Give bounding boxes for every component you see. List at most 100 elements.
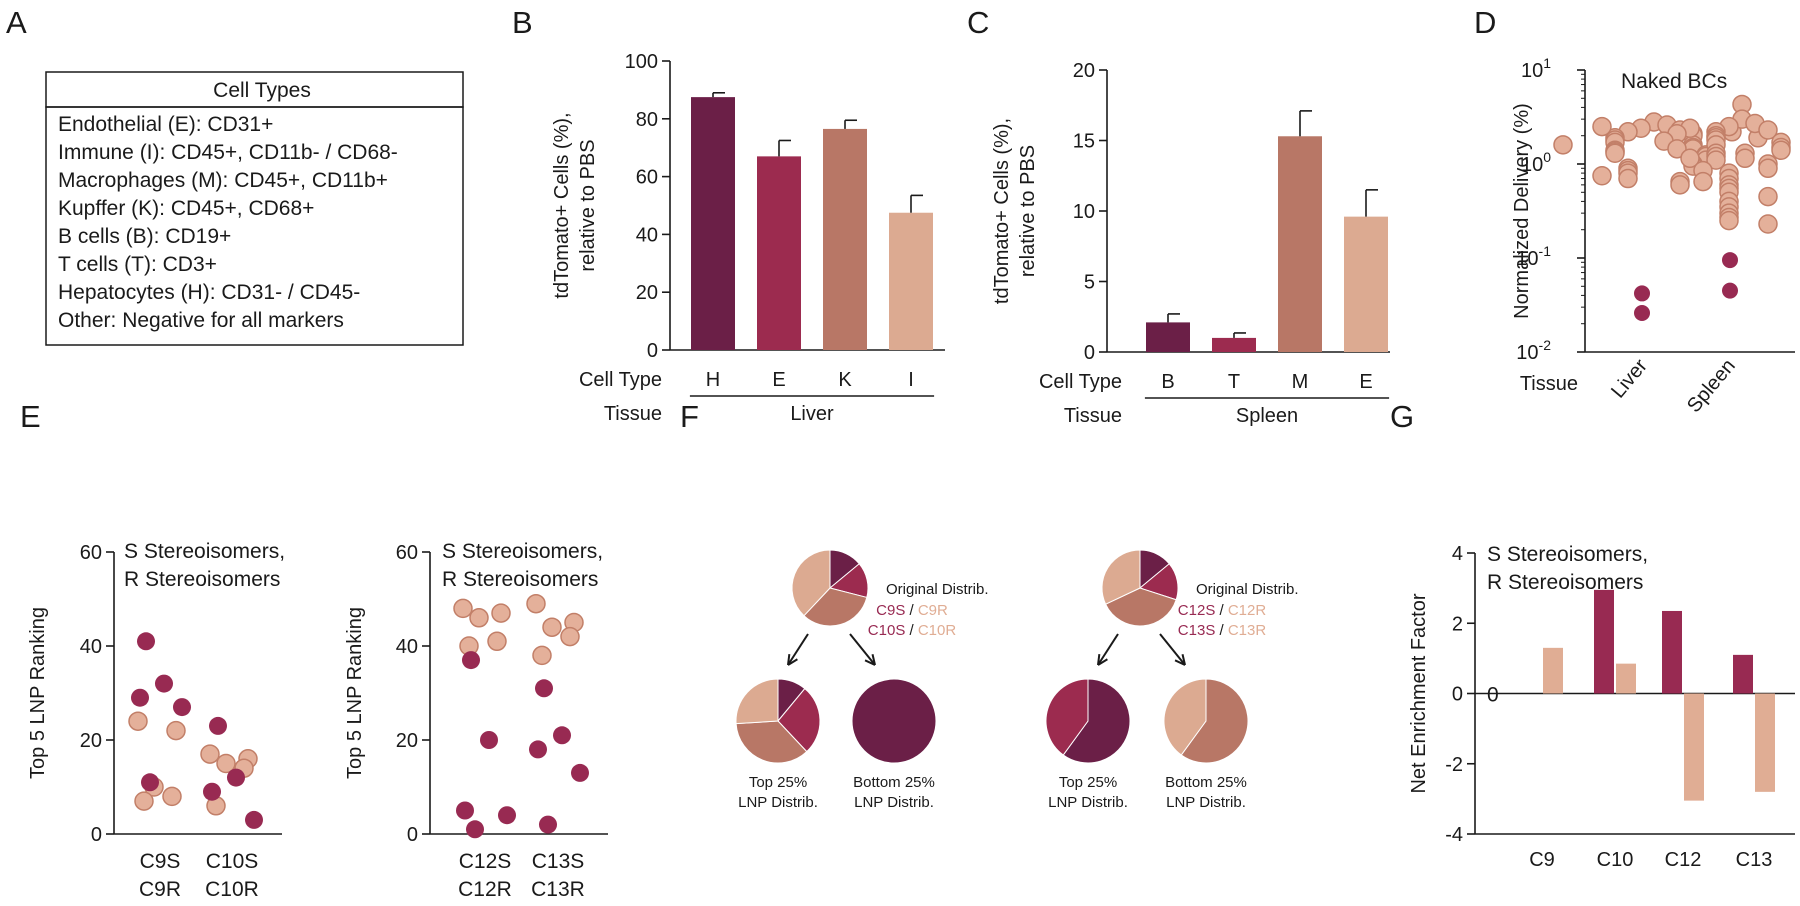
y-axis-label: relative to PBS	[577, 139, 599, 271]
bar-r-C13	[1755, 693, 1775, 792]
pie-label: LNP Distrib.	[854, 794, 934, 811]
point-r	[487, 631, 507, 652]
panel-label-c: C	[967, 5, 989, 40]
x-tick-label: C12	[1665, 849, 1702, 871]
pie-label: Original Distrib.	[1196, 581, 1299, 598]
y-tick-label: 0	[1452, 684, 1463, 706]
bar-M	[1278, 136, 1322, 352]
arrow-head	[1174, 654, 1186, 666]
point-s	[539, 815, 557, 834]
bar-I	[889, 212, 933, 350]
y-tick-label: 15	[1073, 131, 1095, 153]
table-row: Endothelial (E): CD31+	[58, 113, 273, 136]
panel-e-right-scatter-chart: 0 20 40 60 Top 5 LNP Ranking S Stereoisomers,…	[344, 540, 608, 901]
bar-E	[1344, 216, 1388, 352]
data-point	[1605, 143, 1625, 164]
data-point	[1758, 186, 1778, 207]
point-r	[542, 617, 562, 637]
pie-slice-C12S	[1062, 678, 1131, 764]
x-tick-label: C13	[1736, 849, 1773, 871]
point-s	[131, 688, 149, 707]
data-point	[1758, 214, 1778, 234]
point-s	[462, 651, 480, 670]
bar-r-C10	[1616, 663, 1636, 694]
legend-s-stereoisomers: S Stereoisomers,	[442, 540, 603, 563]
panel-b-bar-chart: 0 20 40 60 80 100 H E K I Cell Type Tissue Liver tdTo…	[551, 51, 945, 425]
legend-r-stereoisomers: R Stereoisomers	[124, 568, 280, 591]
y-tick-label: 0	[647, 340, 658, 362]
data-point	[1693, 171, 1713, 192]
x-tick-label: E	[772, 369, 785, 391]
panel-label-f: F	[680, 399, 699, 434]
y-tick-label: -4	[1445, 824, 1463, 846]
data-point	[1618, 168, 1638, 189]
row-label-cell-type: Cell Type	[579, 369, 662, 391]
y-tick-label: 40	[636, 224, 658, 246]
data-point	[1735, 148, 1755, 169]
arrow-head	[864, 654, 876, 666]
y-tick-label: 101	[1521, 55, 1551, 82]
y-tick-label: 20	[1073, 60, 1095, 82]
pie-legend-row: C12S / C12R	[1178, 602, 1267, 619]
y-tick-label: 10-2	[1516, 337, 1551, 364]
x-tick-label: E	[1359, 371, 1372, 393]
table-row: T cells (T): CD3+	[58, 253, 217, 276]
pie-label: LNP Distrib.	[1166, 794, 1246, 811]
table-row: B cells (B): CD19+	[58, 225, 231, 248]
pie-slice-C12R	[1045, 678, 1089, 756]
x-tick-label: C9	[1529, 849, 1555, 871]
point-r	[560, 626, 580, 647]
y-tick-label: 10	[1073, 201, 1095, 223]
point-r	[216, 753, 236, 774]
panel-g-bar-chart: -4 -2 0 2 4 Net Enrichment Factor S Stereoisom…	[1408, 543, 1795, 871]
point-r	[453, 598, 473, 619]
table-title: Cell Types	[213, 79, 311, 102]
point-s	[456, 801, 474, 820]
x-tick-label-s: C13S	[532, 850, 585, 873]
pie-label: Original Distrib.	[886, 581, 989, 598]
table-row: Kupffer (K): CD45+, CD68+	[58, 197, 314, 220]
row-label-cell-type: Cell Type	[1039, 371, 1122, 393]
point-s	[245, 810, 263, 829]
x-tick-label: K	[838, 369, 852, 391]
point-s	[155, 674, 173, 693]
point-s	[553, 726, 571, 745]
y-tick-label: 0	[1084, 342, 1095, 364]
x-tick-label-r: C10R	[205, 878, 259, 901]
y-tick-label: 60	[396, 542, 418, 564]
point-s	[141, 773, 159, 792]
bar-r-C9	[1543, 647, 1563, 694]
group-label: Liver	[790, 403, 834, 425]
row-label-tissue: Tissue	[1520, 373, 1578, 395]
y-tick-label: 20	[396, 730, 418, 752]
row-label-tissue: Tissue	[1064, 405, 1122, 427]
pie-label: Bottom 25%	[1165, 774, 1247, 791]
panel-label-d: D	[1474, 5, 1496, 40]
point-r	[162, 786, 182, 807]
arrow-line	[1097, 633, 1119, 666]
y-tick-label: 20	[80, 730, 102, 752]
point-r	[491, 603, 511, 623]
data-point	[1771, 140, 1791, 161]
bar-s-C13	[1733, 654, 1753, 694]
data-point	[1706, 150, 1726, 170]
y-tick-label: 0	[91, 824, 102, 846]
data-point	[1592, 165, 1612, 186]
y-tick-label: 60	[80, 542, 102, 564]
pie-slice-C13R	[1101, 549, 1141, 605]
y-axis-label: Net Enrichment Factor	[1408, 593, 1430, 793]
bar-H	[691, 97, 735, 350]
pie-slice-C13S	[1104, 587, 1177, 627]
bar-s-C10	[1594, 589, 1614, 694]
legend-r-stereoisomers: R Stereoisomers	[442, 568, 598, 591]
point-s	[480, 731, 498, 749]
panel-d-scatter-chart: 10-2 10-1 100 101 Normalized Delivery (%) Nak…	[1511, 55, 1795, 417]
pie-label: Top 25%	[1059, 774, 1117, 791]
data-point	[1670, 175, 1690, 195]
point-s	[227, 768, 245, 787]
panel-f-pie-charts: Original Distrib. Top 25% LNP Distrib. Bott…	[735, 549, 1299, 811]
pie-slice-C10R	[791, 549, 831, 617]
point-r	[166, 720, 186, 741]
point-s	[137, 632, 155, 651]
